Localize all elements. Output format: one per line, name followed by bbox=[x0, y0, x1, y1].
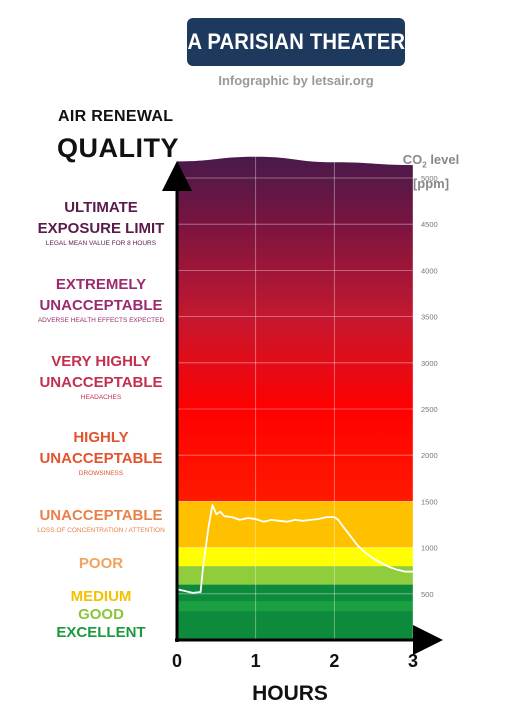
co2-series-line bbox=[176, 504, 413, 594]
category-unacceptable: UNACCEPTABLE LOSS OF CONCENTRATION / ATT… bbox=[30, 505, 172, 535]
band-poor bbox=[177, 501, 413, 548]
y-tick-label: 500 bbox=[421, 590, 434, 599]
x-tick-label: 1 bbox=[251, 651, 261, 671]
title-banner: A PARISIAN THEATER bbox=[187, 18, 405, 66]
y-tick-label: 4500 bbox=[421, 220, 438, 229]
co2-series bbox=[176, 504, 413, 594]
category-name-line: UNACCEPTABLE bbox=[39, 297, 163, 314]
band-good bbox=[177, 566, 413, 585]
x-tick-label: 2 bbox=[329, 651, 339, 671]
category-name-line: EXTREMELY bbox=[55, 276, 147, 293]
category-name-line: GOOD bbox=[78, 606, 124, 623]
y-tick-label: 3500 bbox=[421, 313, 438, 322]
left-title-line1: AIR RENEWAL bbox=[58, 108, 174, 125]
category-very-highly-unacceptable: VERY HIGHLY UNACCEPTABLE HEADACHES bbox=[30, 351, 172, 402]
y-tick-label: 1000 bbox=[421, 544, 438, 553]
category-name-line: POOR bbox=[78, 555, 124, 572]
y-axis-title: CO2 level [ppm] bbox=[396, 151, 466, 193]
category-name-line: VERY HIGHLY bbox=[51, 353, 151, 370]
category-name-line: UNACCEPTABLE bbox=[39, 450, 163, 467]
category-name-line: UNACCEPTABLE bbox=[39, 507, 163, 524]
quality-bands bbox=[177, 156, 413, 640]
category-highly-unacceptable: HIGHLY UNACCEPTABLE DROWSINESS bbox=[30, 427, 172, 478]
y-tick-label: 1500 bbox=[421, 497, 438, 506]
y-axis-title-subscript: 2 bbox=[422, 160, 427, 170]
y-axis-unit: [ppm] bbox=[412, 175, 450, 191]
band-medium bbox=[177, 547, 413, 567]
category-good: GOOD bbox=[30, 604, 172, 625]
category-name-line: HIGHLY bbox=[73, 429, 129, 446]
category-description: LEGAL MEAN VALUE FOR 8 HOURS bbox=[45, 240, 157, 247]
category-description: HEADACHES bbox=[80, 394, 122, 401]
y-tick-label: 2500 bbox=[421, 405, 438, 414]
y-tick-labels: 500 1000 1500 2000 2500 3000 3500 4000 4500 5000 bbox=[421, 174, 438, 599]
category-ultimate-exposure-limit: ULTIMATE EXPOSURE LIMIT LEGAL MEAN VALUE… bbox=[30, 197, 172, 248]
category-description: ADVERSE HEALTH EFFECTS EXPECTED bbox=[37, 317, 165, 324]
category-description: DROWSINESS bbox=[78, 470, 124, 477]
grid-lines bbox=[177, 156, 414, 640]
category-description: LOSS OF CONCENTRATION / ATTENTION bbox=[37, 527, 165, 534]
credit-text: Infographic by letsair.org bbox=[218, 73, 374, 88]
x-tick-label: 3 bbox=[408, 651, 418, 671]
band-unacceptable-and-above bbox=[177, 156, 413, 502]
category-name-line: EXPOSURE LIMIT bbox=[37, 220, 165, 237]
left-title-line2: QUALITY bbox=[57, 133, 179, 163]
axes bbox=[162, 161, 443, 655]
x-axis-title: HOURS bbox=[252, 682, 328, 705]
y-tick-label: 4000 bbox=[421, 266, 438, 275]
y-tick-label: 3000 bbox=[421, 359, 438, 368]
y-axis-title-text: CO bbox=[402, 152, 423, 167]
category-name-line: EXCELLENT bbox=[56, 624, 146, 641]
category-name-line: UNACCEPTABLE bbox=[39, 374, 163, 391]
x-tick-label: 0 bbox=[172, 651, 182, 671]
category-extremely-unacceptable: EXTREMELY UNACCEPTABLE ADVERSE HEALTH EF… bbox=[30, 274, 172, 325]
y-axis-title-suffix: level bbox=[426, 152, 460, 167]
category-medium: MEDIUM bbox=[30, 586, 172, 607]
y-tick-label: 5000 bbox=[421, 174, 438, 183]
band-excellent-stripe bbox=[177, 601, 413, 612]
x-tick-labels: 0 1 2 3 bbox=[172, 651, 418, 671]
band-excellent bbox=[177, 584, 413, 640]
category-excellent: EXCELLENT bbox=[30, 622, 172, 643]
y-tick-label: 2000 bbox=[421, 451, 438, 460]
category-name-line: MEDIUM bbox=[70, 588, 132, 605]
category-poor: POOR bbox=[30, 553, 172, 574]
page-title: A PARISIAN THEATER bbox=[187, 29, 405, 54]
category-name-line: ULTIMATE bbox=[64, 199, 138, 216]
